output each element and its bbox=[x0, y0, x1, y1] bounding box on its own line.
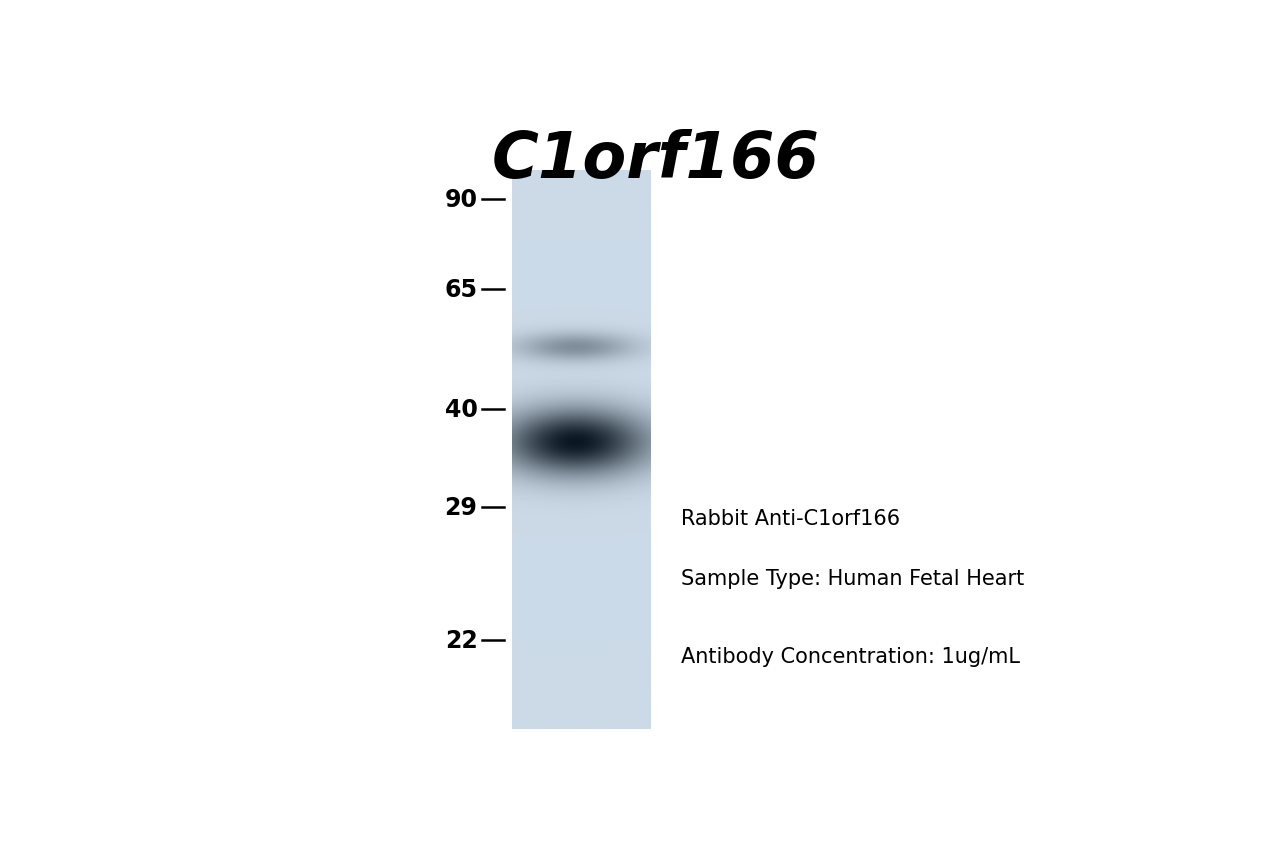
Text: 29: 29 bbox=[444, 496, 477, 520]
Text: 22: 22 bbox=[444, 628, 477, 652]
Text: 40: 40 bbox=[444, 397, 477, 421]
Text: C1orf166: C1orf166 bbox=[492, 129, 820, 190]
Text: Antibody Concentration: 1ug/mL: Antibody Concentration: 1ug/mL bbox=[681, 647, 1020, 666]
Text: 65: 65 bbox=[444, 277, 477, 302]
Text: Rabbit Anti-C1orf166: Rabbit Anti-C1orf166 bbox=[681, 509, 900, 529]
Text: 90: 90 bbox=[444, 187, 477, 211]
Text: Sample Type: Human Fetal Heart: Sample Type: Human Fetal Heart bbox=[681, 568, 1024, 588]
